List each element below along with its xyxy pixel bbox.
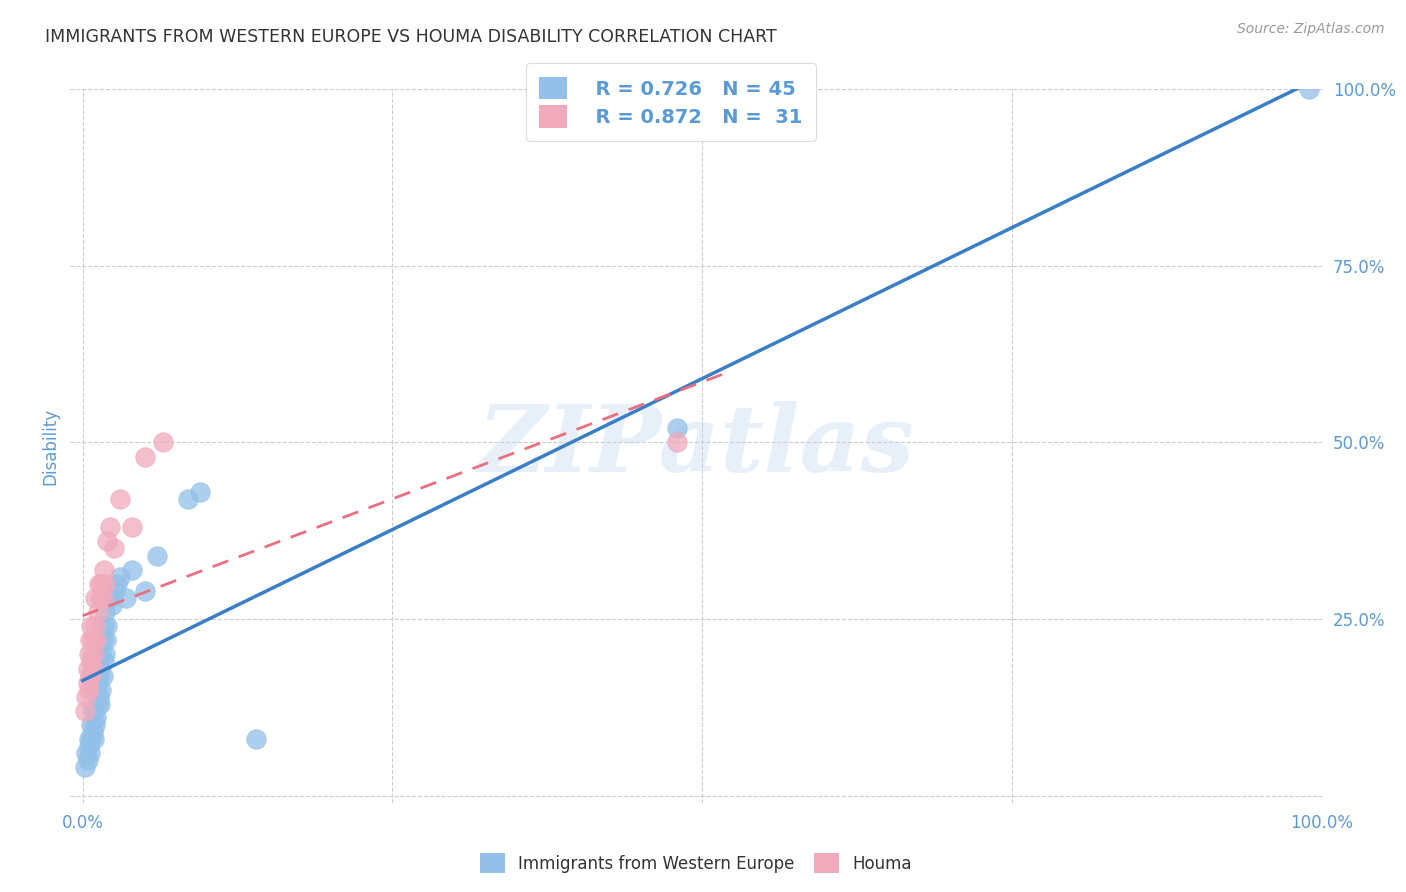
Y-axis label: Disability: Disability xyxy=(41,408,59,484)
Point xyxy=(80,718,103,732)
Point xyxy=(79,668,101,682)
Point xyxy=(96,633,118,648)
Point xyxy=(86,682,108,697)
Point xyxy=(86,633,108,648)
Point xyxy=(93,655,115,669)
Text: IMMIGRANTS FROM WESTERN EUROPE VS HOUMA DISABILITY CORRELATION CHART: IMMIGRANTS FROM WESTERN EUROPE VS HOUMA … xyxy=(45,29,778,46)
Point xyxy=(104,583,127,598)
Point xyxy=(96,619,118,633)
Point xyxy=(121,520,143,534)
Point xyxy=(77,732,100,747)
Point xyxy=(91,668,114,682)
Point xyxy=(93,619,115,633)
Point xyxy=(103,541,125,556)
Point xyxy=(89,662,111,676)
Point xyxy=(121,563,143,577)
Point xyxy=(80,732,103,747)
Point xyxy=(80,655,103,669)
Point xyxy=(94,648,117,662)
Point xyxy=(91,633,114,648)
Point xyxy=(101,598,124,612)
Point xyxy=(89,697,111,711)
Point xyxy=(87,668,110,682)
Point xyxy=(84,718,107,732)
Point xyxy=(77,682,100,697)
Point xyxy=(666,421,689,435)
Point xyxy=(245,732,267,747)
Point xyxy=(84,619,107,633)
Point xyxy=(75,760,97,774)
Point xyxy=(83,648,105,662)
Point xyxy=(76,753,98,767)
Point xyxy=(75,747,97,761)
Point xyxy=(79,633,101,648)
Point xyxy=(80,619,103,633)
Point xyxy=(96,534,118,549)
Point xyxy=(94,576,117,591)
Point xyxy=(146,549,169,563)
Point xyxy=(105,576,128,591)
Point xyxy=(1298,82,1320,96)
Point xyxy=(82,662,104,676)
Point xyxy=(76,675,98,690)
Point xyxy=(77,739,100,754)
Point xyxy=(82,704,104,718)
Point xyxy=(89,591,111,605)
Point xyxy=(83,732,105,747)
Point xyxy=(76,662,98,676)
Point xyxy=(90,648,112,662)
Point xyxy=(98,520,121,534)
Point xyxy=(90,576,112,591)
Point xyxy=(98,591,121,605)
Point xyxy=(94,605,117,619)
Point xyxy=(90,682,112,697)
Point xyxy=(75,690,97,704)
Point xyxy=(75,704,97,718)
Point xyxy=(86,605,108,619)
Point xyxy=(134,450,156,464)
Point xyxy=(93,563,115,577)
Point xyxy=(84,704,107,718)
Point xyxy=(79,747,101,761)
Point xyxy=(108,570,131,584)
Point xyxy=(666,435,689,450)
Point xyxy=(86,711,108,725)
Text: Source: ZipAtlas.com: Source: ZipAtlas.com xyxy=(1237,22,1385,37)
Point xyxy=(177,491,200,506)
Point xyxy=(152,435,174,450)
Legend: Immigrants from Western Europe, Houma: Immigrants from Western Europe, Houma xyxy=(472,847,920,880)
Text: ZIPatlas: ZIPatlas xyxy=(478,401,914,491)
Point xyxy=(87,690,110,704)
Point xyxy=(82,725,104,739)
Point xyxy=(134,583,156,598)
Point xyxy=(190,484,212,499)
Point xyxy=(87,576,110,591)
Point xyxy=(84,591,107,605)
Point xyxy=(115,591,138,605)
Point xyxy=(86,675,108,690)
Point xyxy=(77,648,100,662)
Point xyxy=(91,591,114,605)
Point xyxy=(86,697,108,711)
Point xyxy=(108,491,131,506)
Point xyxy=(82,633,104,648)
